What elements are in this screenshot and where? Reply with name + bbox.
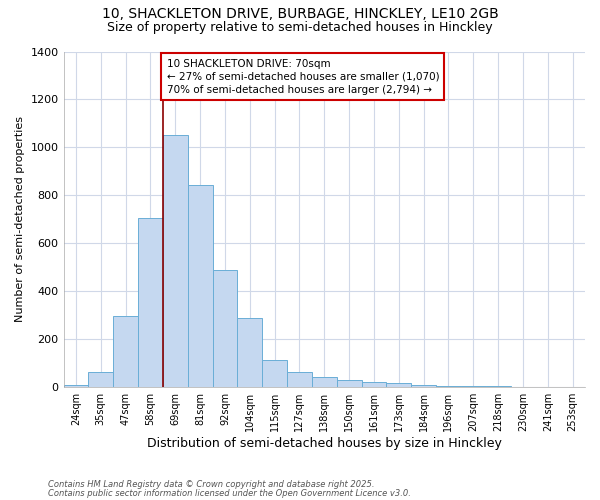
X-axis label: Distribution of semi-detached houses by size in Hinckley: Distribution of semi-detached houses by … — [147, 437, 502, 450]
Bar — [362, 382, 386, 387]
Bar — [64, 386, 88, 387]
Bar — [212, 270, 238, 387]
Bar — [262, 360, 287, 387]
Bar — [386, 383, 411, 387]
Y-axis label: Number of semi-detached properties: Number of semi-detached properties — [15, 116, 25, 322]
Bar — [411, 385, 436, 387]
Text: 10, SHACKLETON DRIVE, BURBAGE, HINCKLEY, LE10 2GB: 10, SHACKLETON DRIVE, BURBAGE, HINCKLEY,… — [101, 8, 499, 22]
Text: Size of property relative to semi-detached houses in Hinckley: Size of property relative to semi-detach… — [107, 21, 493, 34]
Bar — [113, 316, 138, 387]
Bar — [312, 377, 337, 387]
Bar — [337, 380, 362, 387]
Bar — [163, 136, 188, 387]
Bar — [138, 218, 163, 387]
Bar — [287, 372, 312, 387]
Text: 10 SHACKLETON DRIVE: 70sqm
← 27% of semi-detached houses are smaller (1,070)
70%: 10 SHACKLETON DRIVE: 70sqm ← 27% of semi… — [167, 58, 439, 95]
Bar — [88, 372, 113, 387]
Bar — [436, 386, 461, 387]
Bar — [485, 386, 511, 387]
Bar — [238, 318, 262, 387]
Text: Contains public sector information licensed under the Open Government Licence v3: Contains public sector information licen… — [48, 489, 411, 498]
Bar — [461, 386, 485, 387]
Text: Contains HM Land Registry data © Crown copyright and database right 2025.: Contains HM Land Registry data © Crown c… — [48, 480, 374, 489]
Bar — [188, 184, 212, 387]
